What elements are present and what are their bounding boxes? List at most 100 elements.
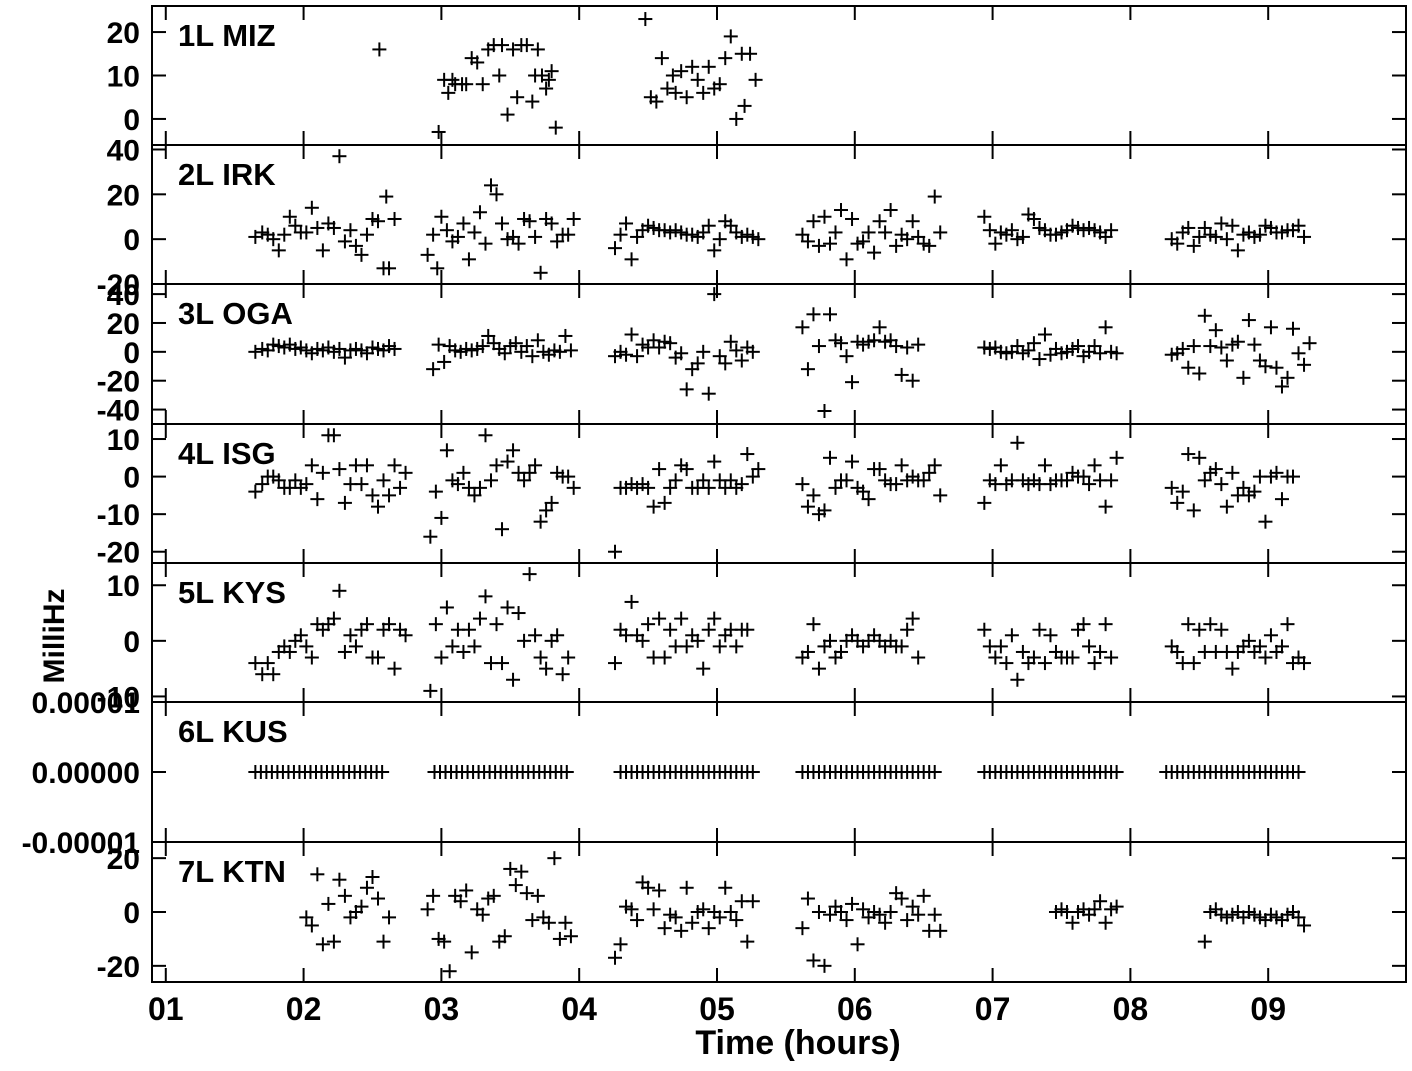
y-tick-label: -20 — [97, 951, 140, 984]
data-point — [528, 229, 543, 244]
data-point — [354, 477, 369, 492]
data-point — [510, 90, 525, 105]
data-point — [806, 214, 821, 229]
data-point — [337, 350, 352, 365]
panel-frame — [151, 841, 1407, 983]
data-point — [701, 59, 716, 74]
data-point — [1098, 617, 1113, 632]
data-point — [1219, 499, 1234, 514]
data-point — [310, 220, 325, 235]
data-point — [834, 336, 849, 351]
data-point — [916, 888, 931, 903]
data-point — [431, 124, 446, 139]
data-point — [806, 488, 821, 503]
data-point — [665, 68, 680, 83]
data-point — [654, 51, 669, 66]
data-point — [387, 211, 402, 226]
data-point — [922, 465, 937, 480]
data-point — [544, 64, 559, 79]
data-point — [1192, 366, 1207, 381]
data-point — [1236, 370, 1251, 385]
data-point — [927, 458, 942, 473]
data-points — [248, 149, 1312, 280]
y-tick-label: 10 — [107, 570, 140, 603]
data-point — [856, 902, 871, 917]
data-point — [982, 223, 997, 238]
data-point — [608, 544, 623, 559]
data-point — [467, 488, 482, 503]
data-point — [845, 375, 860, 390]
data-point — [533, 265, 548, 280]
data-point — [743, 46, 758, 61]
data-point — [839, 473, 854, 488]
data-point — [712, 349, 727, 364]
data-point — [712, 639, 727, 654]
data-point — [450, 477, 465, 492]
data-point — [559, 765, 574, 779]
data-point — [376, 473, 391, 488]
data-point — [1175, 484, 1190, 499]
data-point — [1010, 672, 1025, 687]
data-point — [1087, 656, 1102, 671]
data-point — [718, 880, 733, 895]
data-point — [456, 216, 471, 231]
data-point — [883, 905, 898, 919]
data-point — [657, 921, 672, 936]
data-point — [740, 934, 755, 949]
data-point — [822, 633, 837, 648]
data-point — [1263, 320, 1278, 335]
data-point — [1104, 650, 1119, 665]
y-tick-label: 20 — [107, 843, 140, 876]
data-point — [382, 261, 397, 276]
data-point — [445, 639, 460, 654]
data-point — [1181, 360, 1196, 375]
data-point — [450, 229, 465, 244]
data-point — [811, 905, 826, 919]
y-tick-label: -40 — [97, 395, 140, 428]
data-point — [723, 29, 738, 44]
data-point — [495, 656, 510, 671]
data-point — [657, 495, 672, 510]
data-point — [326, 611, 341, 626]
data-point — [426, 362, 441, 377]
panel-title: 1L MIZ — [178, 18, 276, 53]
data-point — [1208, 462, 1223, 477]
data-point — [723, 473, 738, 488]
data-point — [608, 656, 623, 671]
data-point — [856, 234, 871, 249]
data-point — [332, 149, 347, 164]
panel-title: 6L KUS — [178, 714, 288, 749]
data-point — [248, 484, 263, 499]
data-point — [751, 232, 766, 247]
panel-title: 7L KTN — [178, 854, 286, 889]
data-point — [423, 529, 438, 544]
data-point — [1269, 360, 1284, 375]
data-point — [1208, 229, 1223, 244]
data-point — [679, 382, 694, 397]
data-point — [431, 337, 446, 352]
data-point — [845, 896, 860, 911]
x-tick-label: 01 — [148, 991, 184, 1027]
data-point — [1026, 336, 1041, 351]
x-axis-label: Time (hours) — [695, 1024, 900, 1062]
x-tick-label: 09 — [1250, 991, 1286, 1027]
data-point — [927, 907, 942, 922]
data-point — [1037, 458, 1052, 473]
data-point — [624, 252, 639, 267]
data-point — [1109, 765, 1124, 779]
data-point — [894, 639, 909, 654]
data-point — [393, 480, 408, 495]
data-point — [519, 339, 534, 354]
y-tick-label: 0 — [123, 897, 140, 930]
data-point — [663, 480, 678, 495]
data-point — [657, 650, 672, 665]
data-point — [337, 234, 352, 249]
data-point — [299, 477, 314, 492]
data-point — [660, 81, 675, 96]
data-point — [525, 913, 540, 928]
data-point — [365, 488, 380, 503]
data-point — [566, 480, 581, 495]
data-point — [332, 583, 347, 598]
data-point — [806, 617, 821, 632]
